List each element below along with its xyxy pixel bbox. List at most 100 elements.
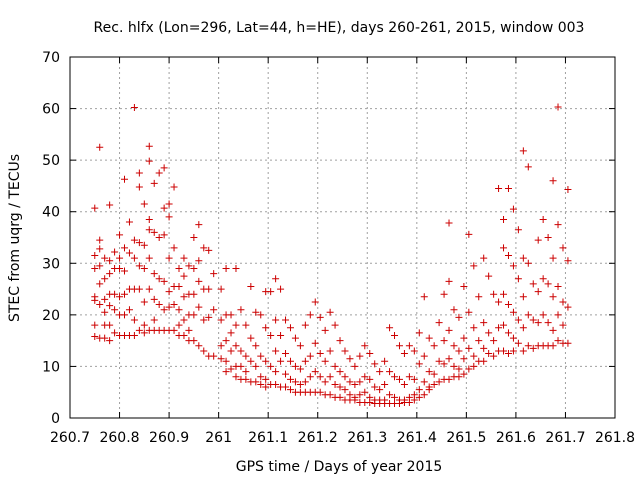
data-point [430,370,438,378]
data-point [175,282,183,290]
data-point [549,326,557,334]
data-point [291,334,299,342]
data-point [445,326,453,334]
data-point [247,334,255,342]
data-point [351,380,359,388]
data-point [480,344,488,352]
data-point [96,143,104,151]
data-point [420,391,428,399]
data-point [155,301,163,309]
data-point [195,277,203,285]
data-point [415,386,423,394]
data-point [554,311,562,319]
data-point [106,321,114,329]
data-point [125,306,133,314]
y-axis-label: STEC from uqrg / TECUs [7,154,23,322]
data-point [180,316,188,324]
data-point [559,321,567,329]
data-point [121,311,128,319]
data-point [195,342,203,350]
data-point [267,288,275,296]
data-point [242,375,250,383]
axis-ticks: 260.7 260.8 260.9 261 261.1 261.2 261.3 261.4 26… [42,50,635,446]
data-point [106,337,114,345]
data-point [116,293,124,301]
data-point [549,293,557,301]
data-point [301,357,309,365]
data-point [227,311,235,319]
data-point [519,147,527,155]
data-point [455,347,463,355]
data-point [529,280,537,288]
data-point [272,275,280,283]
data-point [106,201,114,209]
data-point [321,378,329,386]
data-point [232,373,240,381]
data-point [391,331,399,339]
data-point [514,226,522,234]
data-point [116,231,124,239]
data-point [519,324,527,332]
data-point [475,337,483,345]
data-point [435,378,443,386]
data-point [262,383,270,391]
data-point [165,213,173,221]
data-point [351,396,359,404]
data-point [232,342,240,350]
data-point [257,380,265,388]
data-point [237,306,245,314]
y-tick-label: 0 [51,411,60,427]
data-point [500,347,508,355]
data-point [286,386,294,394]
y-tick-label: 50 [42,153,60,169]
data-point [490,352,498,360]
data-point [217,285,225,293]
plot-frame [69,56,616,419]
data-point [366,399,374,407]
data-point [321,326,329,334]
data-point [282,316,290,324]
data-point [262,375,270,383]
data-point [470,262,478,270]
data-point [111,248,119,256]
data-point [450,306,458,314]
data-point [306,373,314,381]
data-point [195,221,203,229]
data-point [425,368,433,376]
data-point [165,254,173,262]
data-point [165,200,173,208]
data-point [101,254,109,262]
data-point [160,204,168,212]
data-point [121,267,128,275]
x-tick-label: 261.3 [347,430,387,446]
data-point [210,352,218,360]
data-point [534,236,542,244]
data-point [539,215,547,223]
data-point [559,244,567,252]
data-point [170,326,178,334]
data-point [135,183,143,191]
data-point [145,142,153,150]
data-point [361,342,369,350]
data-point [111,329,119,337]
data-point [205,246,213,254]
data-point [185,326,193,334]
data-point [291,378,299,386]
data-point [504,301,512,309]
data-point [509,334,517,342]
gridlines [70,57,615,418]
data-point [465,344,473,352]
data-point [534,319,542,327]
data-point [366,375,374,383]
data-point [564,186,572,194]
data-point [217,316,225,324]
data-point [544,234,552,241]
data-point [445,277,453,285]
data-point [101,334,109,342]
data-point [286,375,294,383]
data-point [121,290,128,298]
data-point [564,257,572,265]
y-tick-label: 30 [42,256,60,272]
chart-title: Rec. hlfx (Lon=296, Lat=44, h=HE), days … [94,20,585,36]
data-point [165,288,173,296]
